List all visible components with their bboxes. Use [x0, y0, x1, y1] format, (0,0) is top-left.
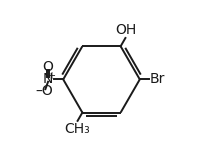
Text: –O: –O	[36, 84, 53, 99]
Text: Br: Br	[149, 72, 165, 86]
Text: N: N	[43, 72, 53, 86]
Text: +: +	[47, 71, 55, 81]
Text: CH₃: CH₃	[64, 122, 89, 136]
Text: O: O	[42, 60, 53, 74]
Text: OH: OH	[115, 22, 136, 36]
